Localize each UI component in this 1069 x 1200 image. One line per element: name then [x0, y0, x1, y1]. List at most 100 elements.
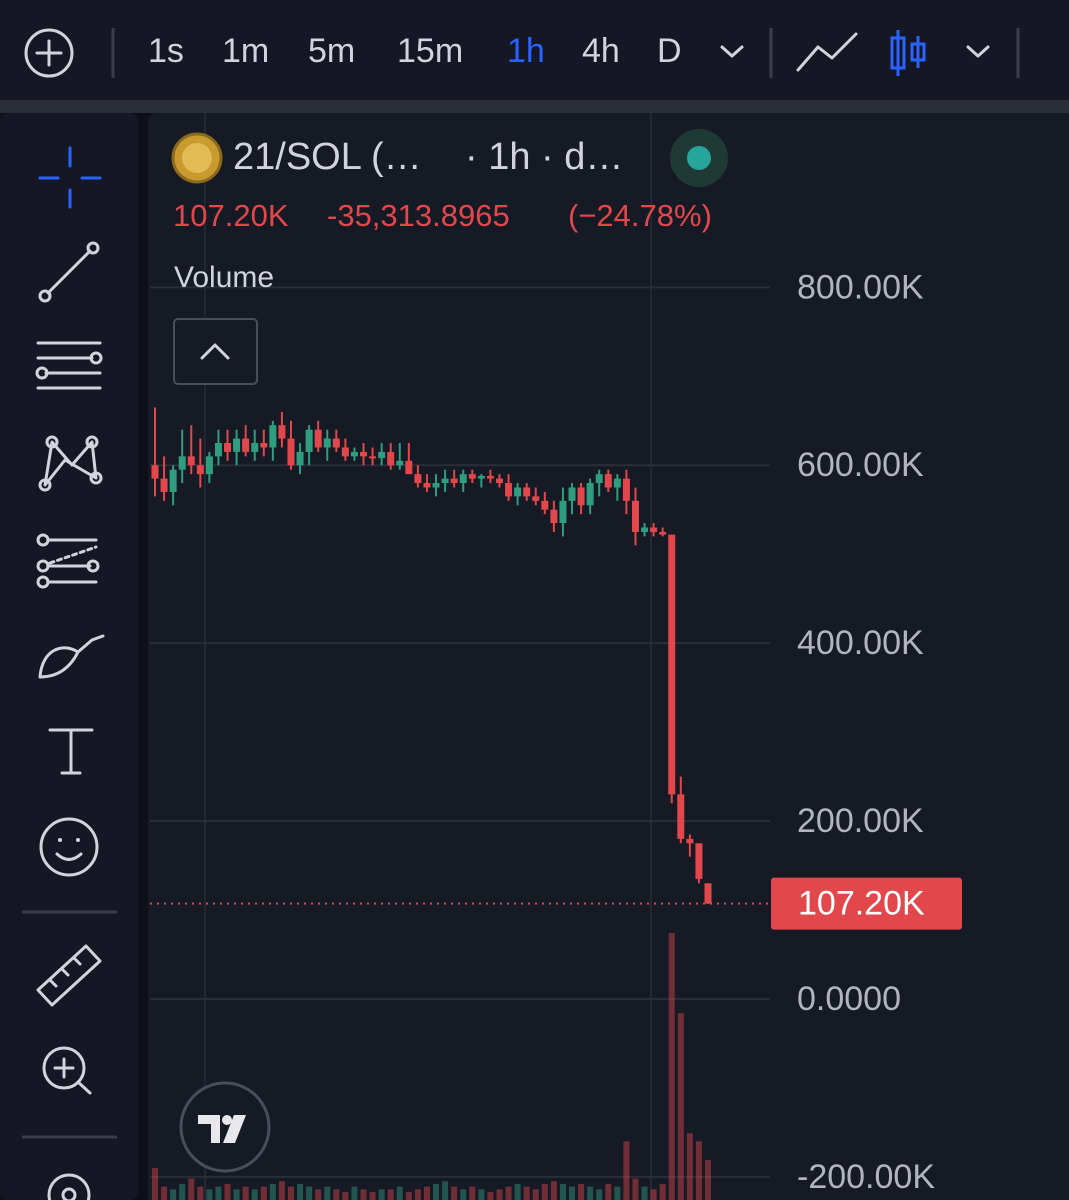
- volume-bar: [487, 1191, 494, 1200]
- tradingview-logo[interactable]: [179, 1081, 271, 1173]
- candle-body: [622, 478, 630, 501]
- volume-bar: [405, 1191, 412, 1200]
- horizontal-lines-tool[interactable]: [35, 341, 103, 390]
- interval-dropdown[interactable]: [720, 45, 744, 58]
- volume-bar: [460, 1189, 467, 1200]
- interval-button[interactable]: 1s: [148, 32, 184, 70]
- interval-button[interactable]: 1h: [507, 32, 545, 70]
- candle-body: [242, 438, 250, 452]
- y-tick-label: 600.00K: [797, 446, 924, 484]
- volume-bar: [623, 1141, 630, 1200]
- line-chart-button[interactable]: [796, 32, 858, 72]
- candle-body: [514, 487, 522, 497]
- candle-body: [686, 838, 694, 844]
- brush-tool[interactable]: [38, 634, 105, 679]
- y-tick-label: 200.00K: [797, 802, 924, 840]
- volume-bar: [351, 1186, 358, 1200]
- volume-bar: [396, 1186, 403, 1200]
- volume-bar: [414, 1189, 421, 1200]
- volume-bar: [387, 1189, 394, 1200]
- volume-bar: [496, 1189, 503, 1200]
- text-tool[interactable]: [48, 728, 94, 775]
- candle-chart-button[interactable]: [890, 30, 926, 76]
- fib-tool[interactable]: [36, 533, 100, 589]
- volume-bar: [197, 1186, 204, 1200]
- chart-type-dropdown[interactable]: [966, 45, 990, 58]
- interval-info: · 1h · d…: [465, 136, 623, 178]
- volume-bar: [423, 1186, 430, 1200]
- collapse-button[interactable]: [173, 318, 258, 385]
- volume-bar: [632, 1178, 639, 1200]
- volume-bar: [224, 1183, 231, 1200]
- volume-bar: [650, 1189, 657, 1200]
- volume-bar: [170, 1189, 177, 1200]
- volume-bar: [569, 1186, 576, 1200]
- interval-button[interactable]: D: [657, 32, 682, 70]
- volume-bar: [251, 1189, 258, 1200]
- candle-body: [151, 465, 159, 479]
- chart-panel: [148, 113, 1069, 1200]
- interval-group: 1s 1m 5m 15m 1h 4h D: [148, 32, 682, 70]
- volume-bar: [451, 1186, 458, 1200]
- y-tick-label: 800.00K: [797, 268, 924, 306]
- volume-bar: [596, 1189, 603, 1200]
- interval-button[interactable]: 1m: [222, 32, 269, 70]
- trend-line-tool[interactable]: [38, 241, 100, 303]
- candle-body: [341, 447, 349, 457]
- ruler-tool[interactable]: [36, 944, 102, 1007]
- crosshair-tool[interactable]: [38, 146, 102, 209]
- candle-body: [604, 474, 612, 488]
- volume-bar: [469, 1186, 476, 1200]
- interval-button[interactable]: 15m: [397, 32, 463, 70]
- volume-bar: [677, 1013, 684, 1200]
- candle-body: [396, 460, 404, 466]
- volume-bar: [161, 1186, 168, 1200]
- volume-bar: [206, 1189, 213, 1200]
- volume-bar: [315, 1189, 322, 1200]
- add-button[interactable]: [24, 28, 74, 78]
- volume-bar: [324, 1186, 331, 1200]
- volume-bar: [342, 1191, 349, 1200]
- y-tick-label: 400.00K: [797, 624, 924, 662]
- candle-body: [541, 500, 549, 510]
- candle-body: [205, 456, 213, 475]
- candle-body: [423, 483, 431, 488]
- candle-body: [704, 883, 712, 904]
- candle-body: [278, 425, 286, 439]
- candle-body: [668, 534, 676, 795]
- interval-button[interactable]: 4h: [582, 32, 620, 70]
- candle-body: [360, 451, 368, 457]
- volume-bar: [233, 1189, 240, 1200]
- status-dot: [687, 146, 711, 170]
- candle-body: [486, 475, 494, 479]
- volume-bar: [360, 1189, 367, 1200]
- volume-bar: [269, 1183, 276, 1200]
- candle-body: [350, 451, 358, 457]
- volume-bar: [306, 1186, 313, 1200]
- volume-bar: [442, 1181, 449, 1200]
- symbol: 21/SOL (…: [233, 136, 422, 178]
- volume-bar: [378, 1189, 385, 1200]
- candle-body: [160, 478, 168, 492]
- candle-body: [586, 483, 594, 506]
- drawing-toolbar: [0, 113, 138, 1200]
- plot: -200.00K 0.0000 200.00K 400.00K 600.00K 800.0…: [150, 113, 962, 1200]
- candle-body: [532, 496, 540, 501]
- candle-body: [477, 475, 485, 479]
- candle-body: [178, 456, 186, 470]
- y-tick-label: -200.00K: [797, 1158, 935, 1196]
- candle-body: [224, 443, 232, 452]
- candle-body: [287, 438, 295, 466]
- interval-button[interactable]: 5m: [308, 32, 355, 70]
- emoji-tool[interactable]: [39, 817, 99, 877]
- volume-bar: [152, 1167, 158, 1200]
- candle-body: [650, 527, 658, 532]
- candle-body: [695, 843, 703, 879]
- magnet-tool[interactable]: [47, 1173, 91, 1200]
- volume-label: Volume: [174, 261, 274, 294]
- candle-body: [677, 794, 685, 839]
- pattern-tool[interactable]: [38, 435, 103, 492]
- zoom-tool[interactable]: [42, 1046, 92, 1095]
